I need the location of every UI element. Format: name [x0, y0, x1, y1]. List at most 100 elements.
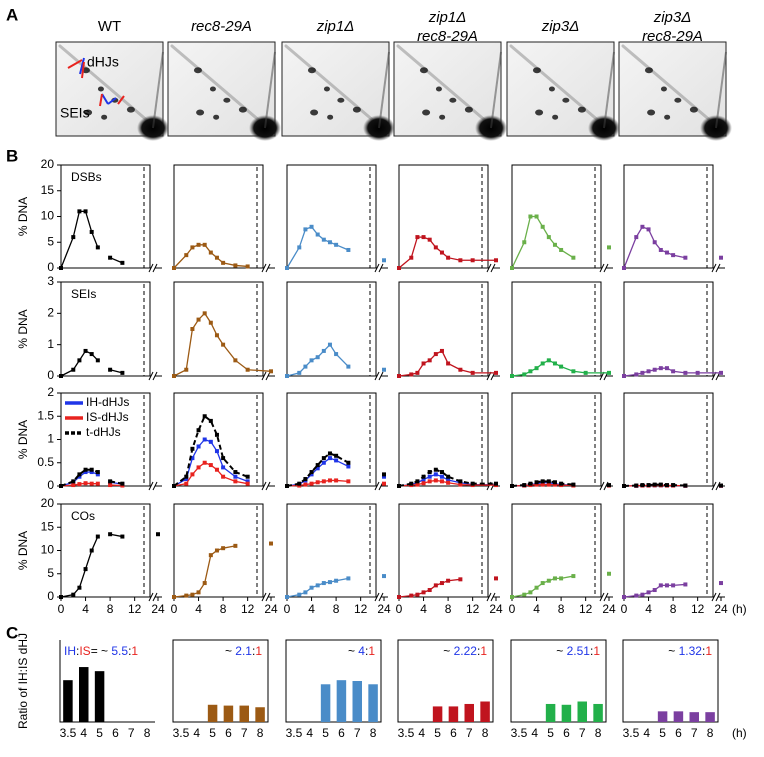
- data-point: [334, 578, 339, 583]
- axis-break: [261, 592, 267, 602]
- data-point: [89, 548, 94, 553]
- data-point: [309, 585, 314, 590]
- axis-frame: [511, 503, 602, 598]
- axis-break-gap: [714, 593, 718, 601]
- gel-spot: [223, 97, 231, 103]
- data-point: [583, 370, 588, 375]
- axis-frame: [622, 639, 719, 723]
- data-point: [382, 574, 386, 579]
- data-point: [95, 534, 100, 539]
- axis-break-gap: [602, 482, 606, 490]
- x-tick-label: 0: [284, 602, 291, 616]
- data-point: [196, 465, 201, 470]
- axis-break-gap: [264, 482, 268, 490]
- axis-frame: [285, 639, 382, 723]
- ratio-part: :: [128, 644, 131, 658]
- data-point: [458, 482, 463, 487]
- data-point: [172, 484, 176, 488]
- data-point: [190, 327, 195, 331]
- x-tick-label: 24: [377, 602, 391, 616]
- data-point: [327, 580, 332, 585]
- data-point: [683, 483, 688, 488]
- series-line: [287, 345, 384, 376]
- data-point: [83, 481, 88, 486]
- data-point: [190, 446, 195, 451]
- data-point: [214, 333, 219, 338]
- axis-break-gap: [714, 482, 718, 490]
- x-tick-label: 8: [144, 726, 151, 740]
- data-point: [397, 595, 401, 599]
- axis-break: [152, 481, 158, 491]
- x-tick-label: 12: [354, 602, 368, 616]
- ratio-part: ~: [225, 644, 235, 658]
- x-tick-label: 4: [645, 602, 652, 616]
- axis-break: [265, 592, 271, 602]
- x-axis-label: (h): [732, 602, 747, 616]
- x-tick-label: 0: [58, 602, 65, 616]
- axis-break: [378, 263, 384, 273]
- data-point: [552, 576, 557, 581]
- x-tick-label: 8: [445, 602, 452, 616]
- bar: [561, 704, 572, 722]
- data-point: [309, 481, 314, 486]
- gel-spot: [548, 86, 555, 92]
- x-tick-label: 8: [370, 726, 377, 740]
- y-axis-label: Ratio of IH:IS dHJ: [16, 633, 30, 729]
- data-point: [208, 439, 213, 444]
- ratio-part: :: [702, 644, 705, 658]
- data-point: [446, 578, 451, 583]
- x-tick-label: 6: [338, 726, 345, 740]
- data-point: [640, 224, 645, 229]
- data-point: [652, 367, 657, 372]
- gel-spot: [193, 67, 202, 74]
- data-point: [534, 480, 539, 485]
- data-point: [71, 235, 76, 240]
- data-point: [607, 483, 611, 488]
- x-tick-label: 12: [128, 602, 142, 616]
- y-tick-label: 20: [41, 496, 55, 510]
- data-point: [427, 474, 432, 479]
- axis-break: [378, 592, 384, 602]
- x-tick-label: 4: [533, 602, 540, 616]
- data-point: [285, 374, 289, 378]
- bar: [432, 706, 443, 722]
- gel-line: [264, 51, 276, 129]
- y-tick-label: 10: [41, 209, 55, 223]
- data-point: [303, 590, 308, 595]
- data-point: [664, 366, 669, 371]
- data-point: [646, 369, 651, 374]
- axis-break: [490, 592, 496, 602]
- x-tick-label: 4: [643, 726, 650, 740]
- axis-break: [599, 592, 605, 602]
- panel-label: A: [6, 5, 18, 24]
- data-point: [346, 364, 351, 369]
- gel-spot: [213, 114, 220, 120]
- axis-break-gap: [377, 482, 381, 490]
- ratio-part: 1: [705, 644, 712, 658]
- data-point: [327, 478, 332, 483]
- data-point: [719, 483, 723, 488]
- y-tick-label: 0: [47, 589, 54, 603]
- axis-frame: [398, 503, 489, 598]
- data-point: [315, 480, 320, 485]
- data-point: [190, 456, 195, 461]
- x-tick-label: 0: [509, 602, 516, 616]
- data-point: [540, 479, 545, 484]
- gel-line: [715, 51, 727, 129]
- bar: [207, 704, 218, 722]
- legend-label: IH-dHJs: [86, 395, 129, 409]
- x-tick-label: 8: [107, 602, 114, 616]
- data-point: [233, 263, 238, 268]
- ratio-part: 2.1: [235, 644, 252, 658]
- data-point: [458, 258, 463, 263]
- x-tick-label: 12: [579, 602, 593, 616]
- data-point: [184, 367, 189, 372]
- data-point: [415, 235, 420, 240]
- gel-blob: [137, 115, 169, 141]
- x-tick-label: 3.5: [511, 726, 528, 740]
- gel-spot: [352, 106, 361, 113]
- data-point: [245, 474, 250, 479]
- axis-frame: [173, 503, 264, 598]
- data-point: [233, 479, 238, 484]
